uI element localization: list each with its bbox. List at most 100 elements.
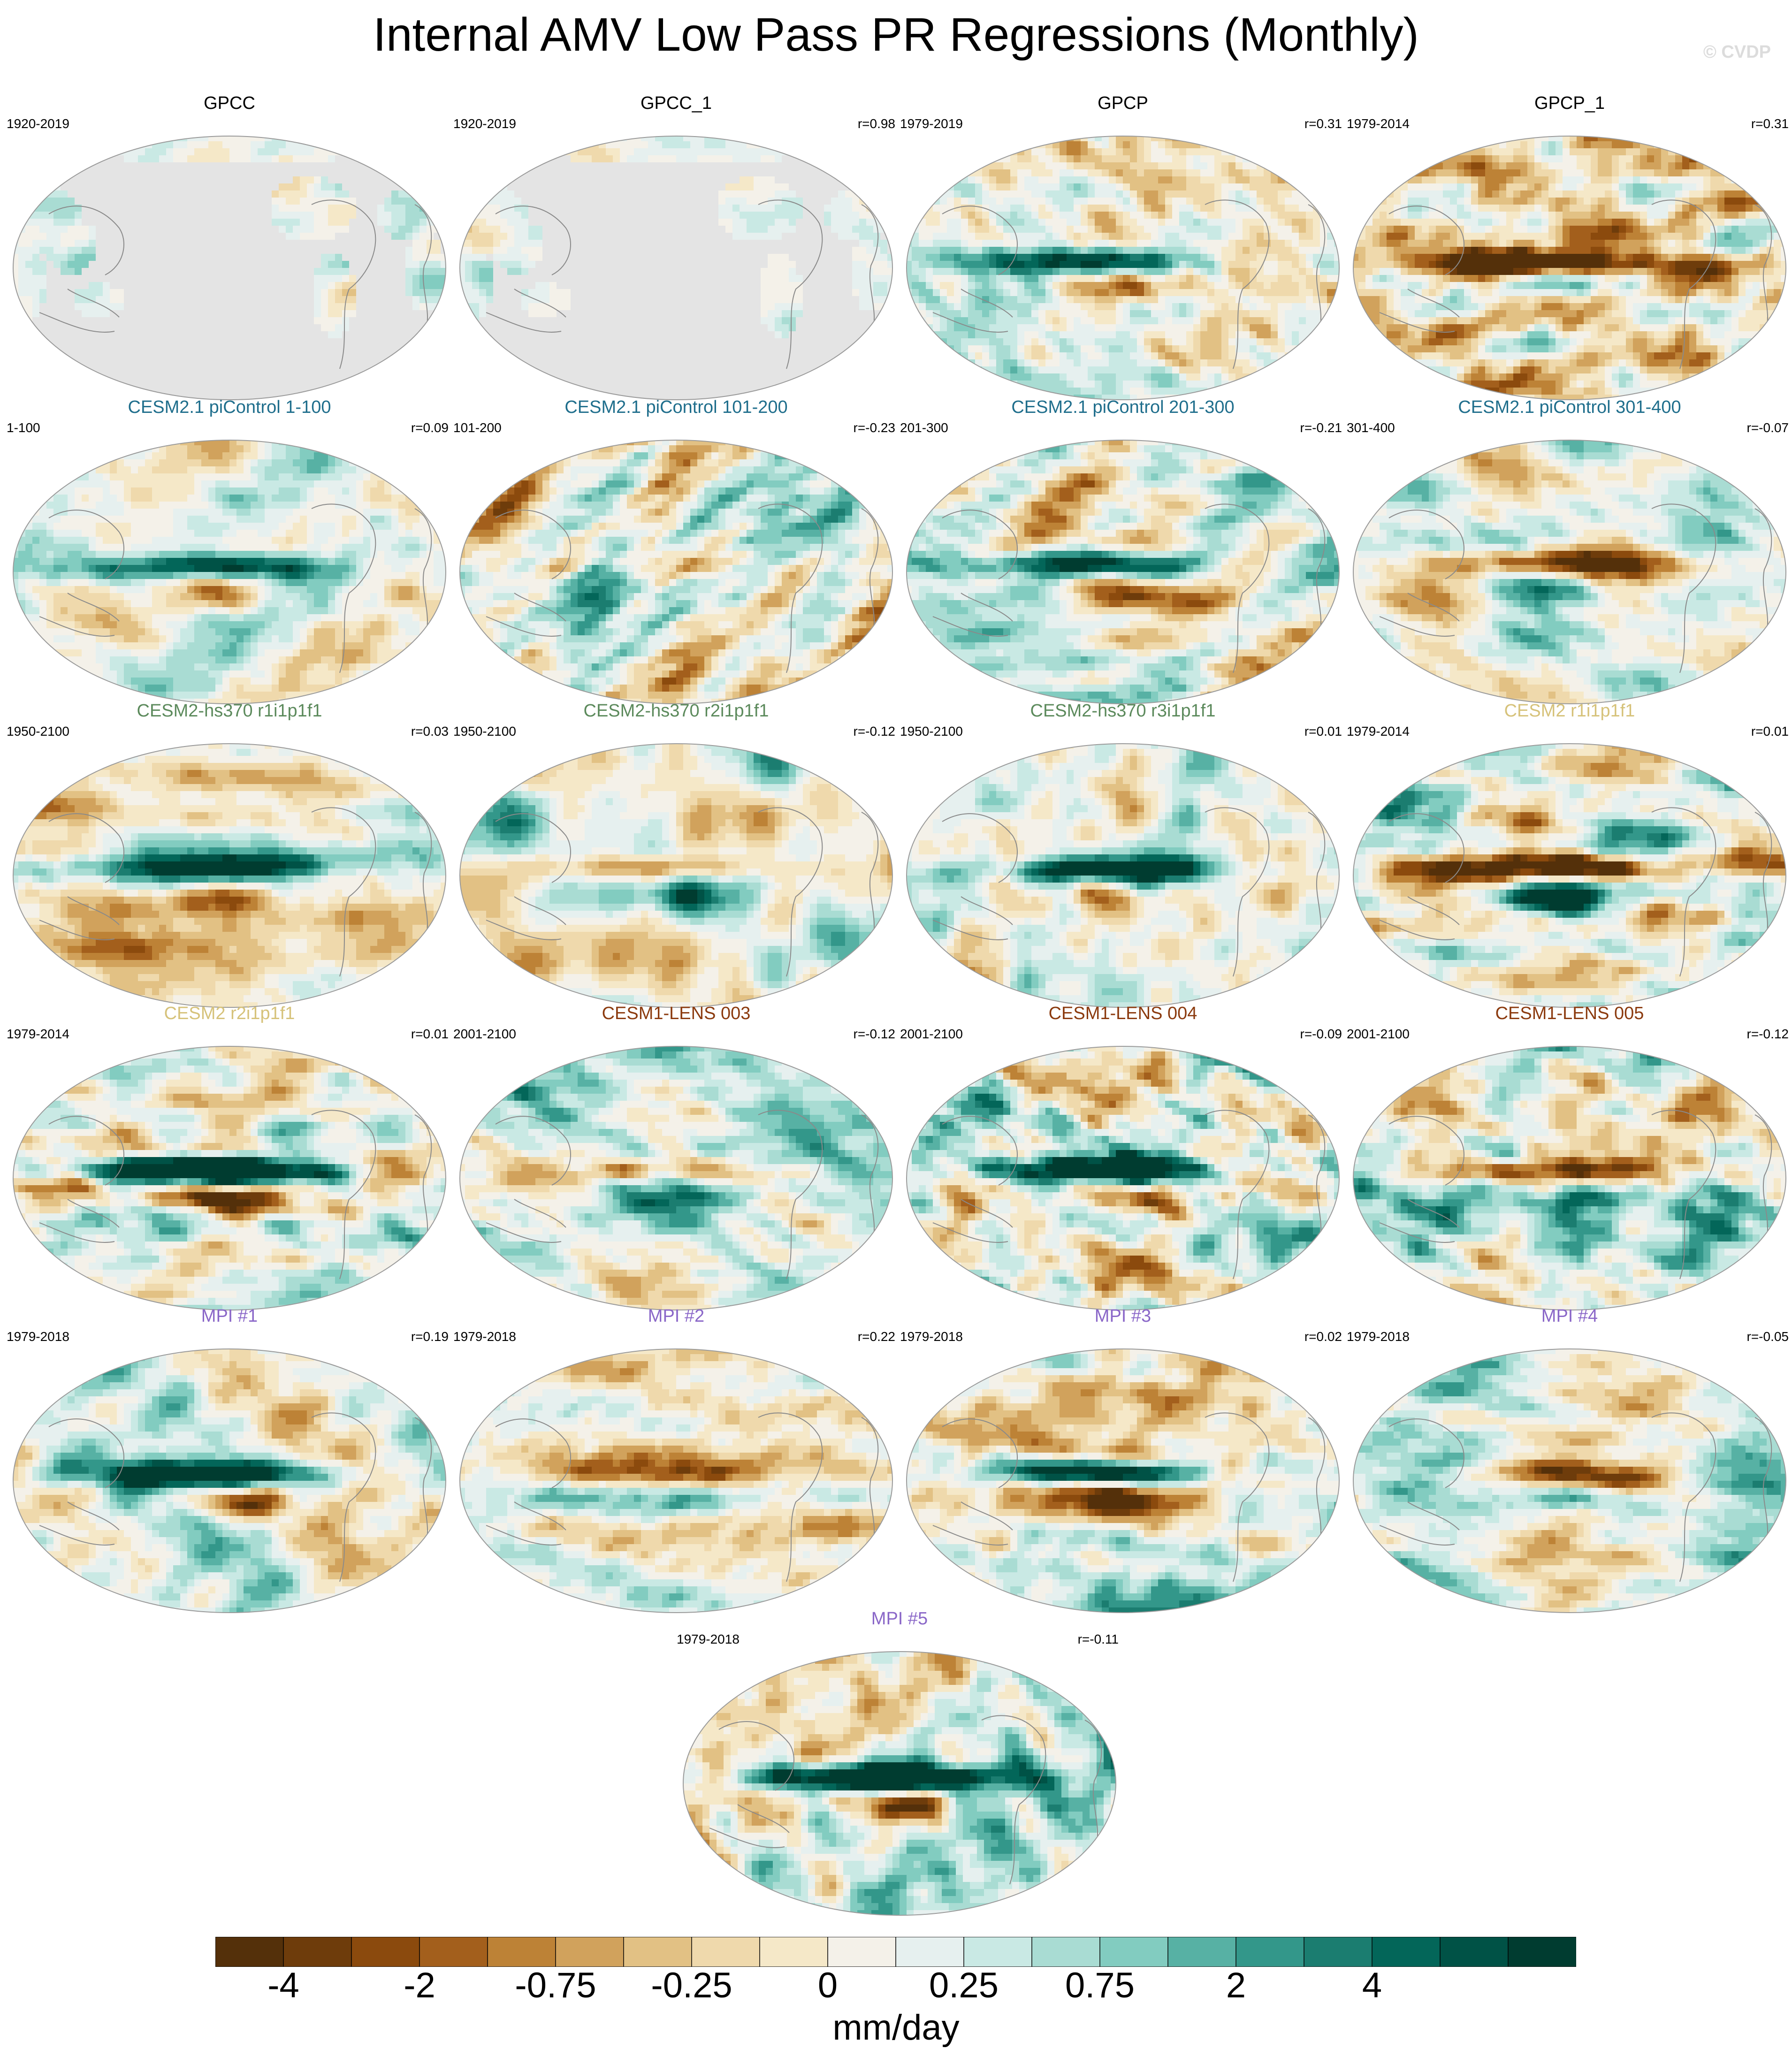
coastline: [1308, 1114, 1326, 1247]
coastline: [1379, 1525, 1455, 1546]
coastline: [758, 1110, 823, 1280]
map-outline: [1353, 1046, 1786, 1310]
coastline: [1407, 593, 1460, 622]
panel-title: MPI #1: [7, 1305, 452, 1327]
panel-title: CESM2-hs370 r3i1p1f1: [900, 700, 1346, 722]
panel-period: 1920-2019: [453, 116, 516, 131]
panel-period: 1979-2014: [1347, 116, 1410, 131]
panel-pattern-correlation: r=-0.12: [854, 1027, 896, 1042]
map-outline: [13, 440, 446, 704]
map-outline: [13, 136, 446, 400]
map-svg: [683, 1651, 1116, 1916]
panel-title: MPI #5: [677, 1607, 1122, 1630]
colorbar-bin: [283, 1937, 352, 1967]
colorbar-tick-label: 4: [1362, 1965, 1382, 2006]
coastline: [758, 199, 823, 369]
panel-pattern-correlation: r=-0.12: [854, 724, 896, 739]
coastline: [1651, 1110, 1716, 1280]
coastline: [1379, 312, 1455, 333]
panel-pattern-correlation: r=0.01: [411, 1027, 449, 1042]
coastline: [486, 920, 562, 940]
panel-pattern-correlation: r=-0.05: [1747, 1329, 1789, 1344]
panel-period: 2001-2100: [1347, 1027, 1410, 1042]
colorbar-tick-label: -2: [404, 1965, 435, 2006]
coastline: [495, 1418, 571, 1488]
colorbar-bin: [1440, 1937, 1509, 1967]
coastline: [981, 1715, 1046, 1885]
coastline: [514, 593, 566, 622]
coastline: [1388, 510, 1464, 579]
panel-period: 1979-2014: [1347, 724, 1410, 739]
panel-pattern-correlation: r=0.03: [411, 724, 449, 739]
coastline: [932, 1525, 1008, 1546]
coastline: [932, 1222, 1008, 1243]
coastline: [758, 1412, 823, 1582]
panel-period: 1979-2018: [453, 1329, 516, 1344]
panel-title: CESM2.1 piControl 1-100: [7, 396, 452, 419]
map-panel: CESM2.1 piControl 101-200 101-200 r=-0.23: [453, 396, 899, 704]
panel-period: 301-400: [1347, 420, 1395, 435]
coastline: [1379, 1222, 1455, 1243]
watermark: © CVDP: [1703, 42, 1771, 62]
coastline: [709, 1828, 785, 1848]
coastline: [961, 289, 1013, 318]
coastline: [67, 1199, 120, 1228]
map-panel: CESM2.1 piControl 1-100 1-100 r=0.09: [7, 396, 452, 704]
coastline: [1651, 199, 1716, 369]
coastline: [1308, 508, 1326, 640]
coastline: [861, 1417, 879, 1549]
panel-period: 1979-2014: [7, 1027, 69, 1042]
coastline: [39, 1525, 115, 1546]
map-svg: [13, 1046, 446, 1310]
figure-title: Internal AMV Low Pass PR Regressions (Mo…: [0, 7, 1792, 63]
map-svg: [13, 743, 446, 1008]
map-outline: [459, 136, 893, 400]
map-panel: GPCP 1979-2019 r=0.31: [900, 92, 1346, 400]
coastline: [311, 807, 376, 977]
coastline: [48, 206, 124, 275]
coastline: [942, 510, 1018, 579]
map-outline: [13, 1348, 446, 1613]
map-panel: MPI #1 1979-2018 r=0.19: [7, 1305, 452, 1613]
panel-title: CESM2 r2i1p1f1: [7, 1002, 452, 1025]
coastline: [67, 1501, 120, 1531]
panel-title: GPCP_1: [1347, 92, 1792, 114]
colorbar-tick-label: -0.25: [651, 1965, 732, 2006]
coastline: [311, 1110, 376, 1280]
panel-title: CESM2.1 piControl 301-400: [1347, 396, 1792, 419]
map-svg: [1353, 1348, 1786, 1613]
map-svg: [1353, 440, 1786, 704]
panel-pattern-correlation: r=0.98: [858, 116, 895, 131]
coastline: [48, 813, 124, 883]
coastline: [514, 289, 566, 318]
map-panel: CESM2-hs370 r2i1p1f1 1950-2100 r=-0.12: [453, 700, 899, 1008]
panel-period: 1950-2100: [453, 724, 516, 739]
map-outline: [906, 743, 1340, 1008]
colorbar-bin: [963, 1937, 1033, 1967]
colorbar-bin: [1508, 1937, 1576, 1967]
coastline: [1407, 1199, 1460, 1228]
panel-period: 201-300: [900, 420, 948, 435]
coastline: [942, 206, 1018, 275]
panel-period: 101-200: [453, 420, 502, 435]
coastline: [861, 508, 879, 640]
colorbar-tick-label: 0.25: [929, 1965, 999, 2006]
panel-period: 1950-2100: [900, 724, 963, 739]
coastline: [758, 807, 823, 977]
coastline: [932, 312, 1008, 333]
map-svg: [906, 1348, 1340, 1613]
coastline: [961, 1199, 1013, 1228]
coastline: [39, 616, 115, 637]
coastline: [1754, 1114, 1772, 1247]
panel-period: 1979-2018: [900, 1329, 963, 1344]
panel-title: CESM2 r1i1p1f1: [1347, 700, 1792, 722]
colorbar-bin: [487, 1937, 557, 1967]
map-panel: CESM2 r1i1p1f1 1979-2014 r=0.01: [1347, 700, 1792, 1008]
map-outline: [459, 743, 893, 1008]
coastline: [1205, 807, 1270, 977]
map-svg: [13, 440, 446, 704]
coastline: [48, 1116, 124, 1186]
coastline: [39, 312, 115, 333]
map-panel: GPCC 1920-2019: [7, 92, 452, 400]
map-panel: CESM1-LENS 004 2001-2100 r=-0.09: [900, 1002, 1346, 1310]
